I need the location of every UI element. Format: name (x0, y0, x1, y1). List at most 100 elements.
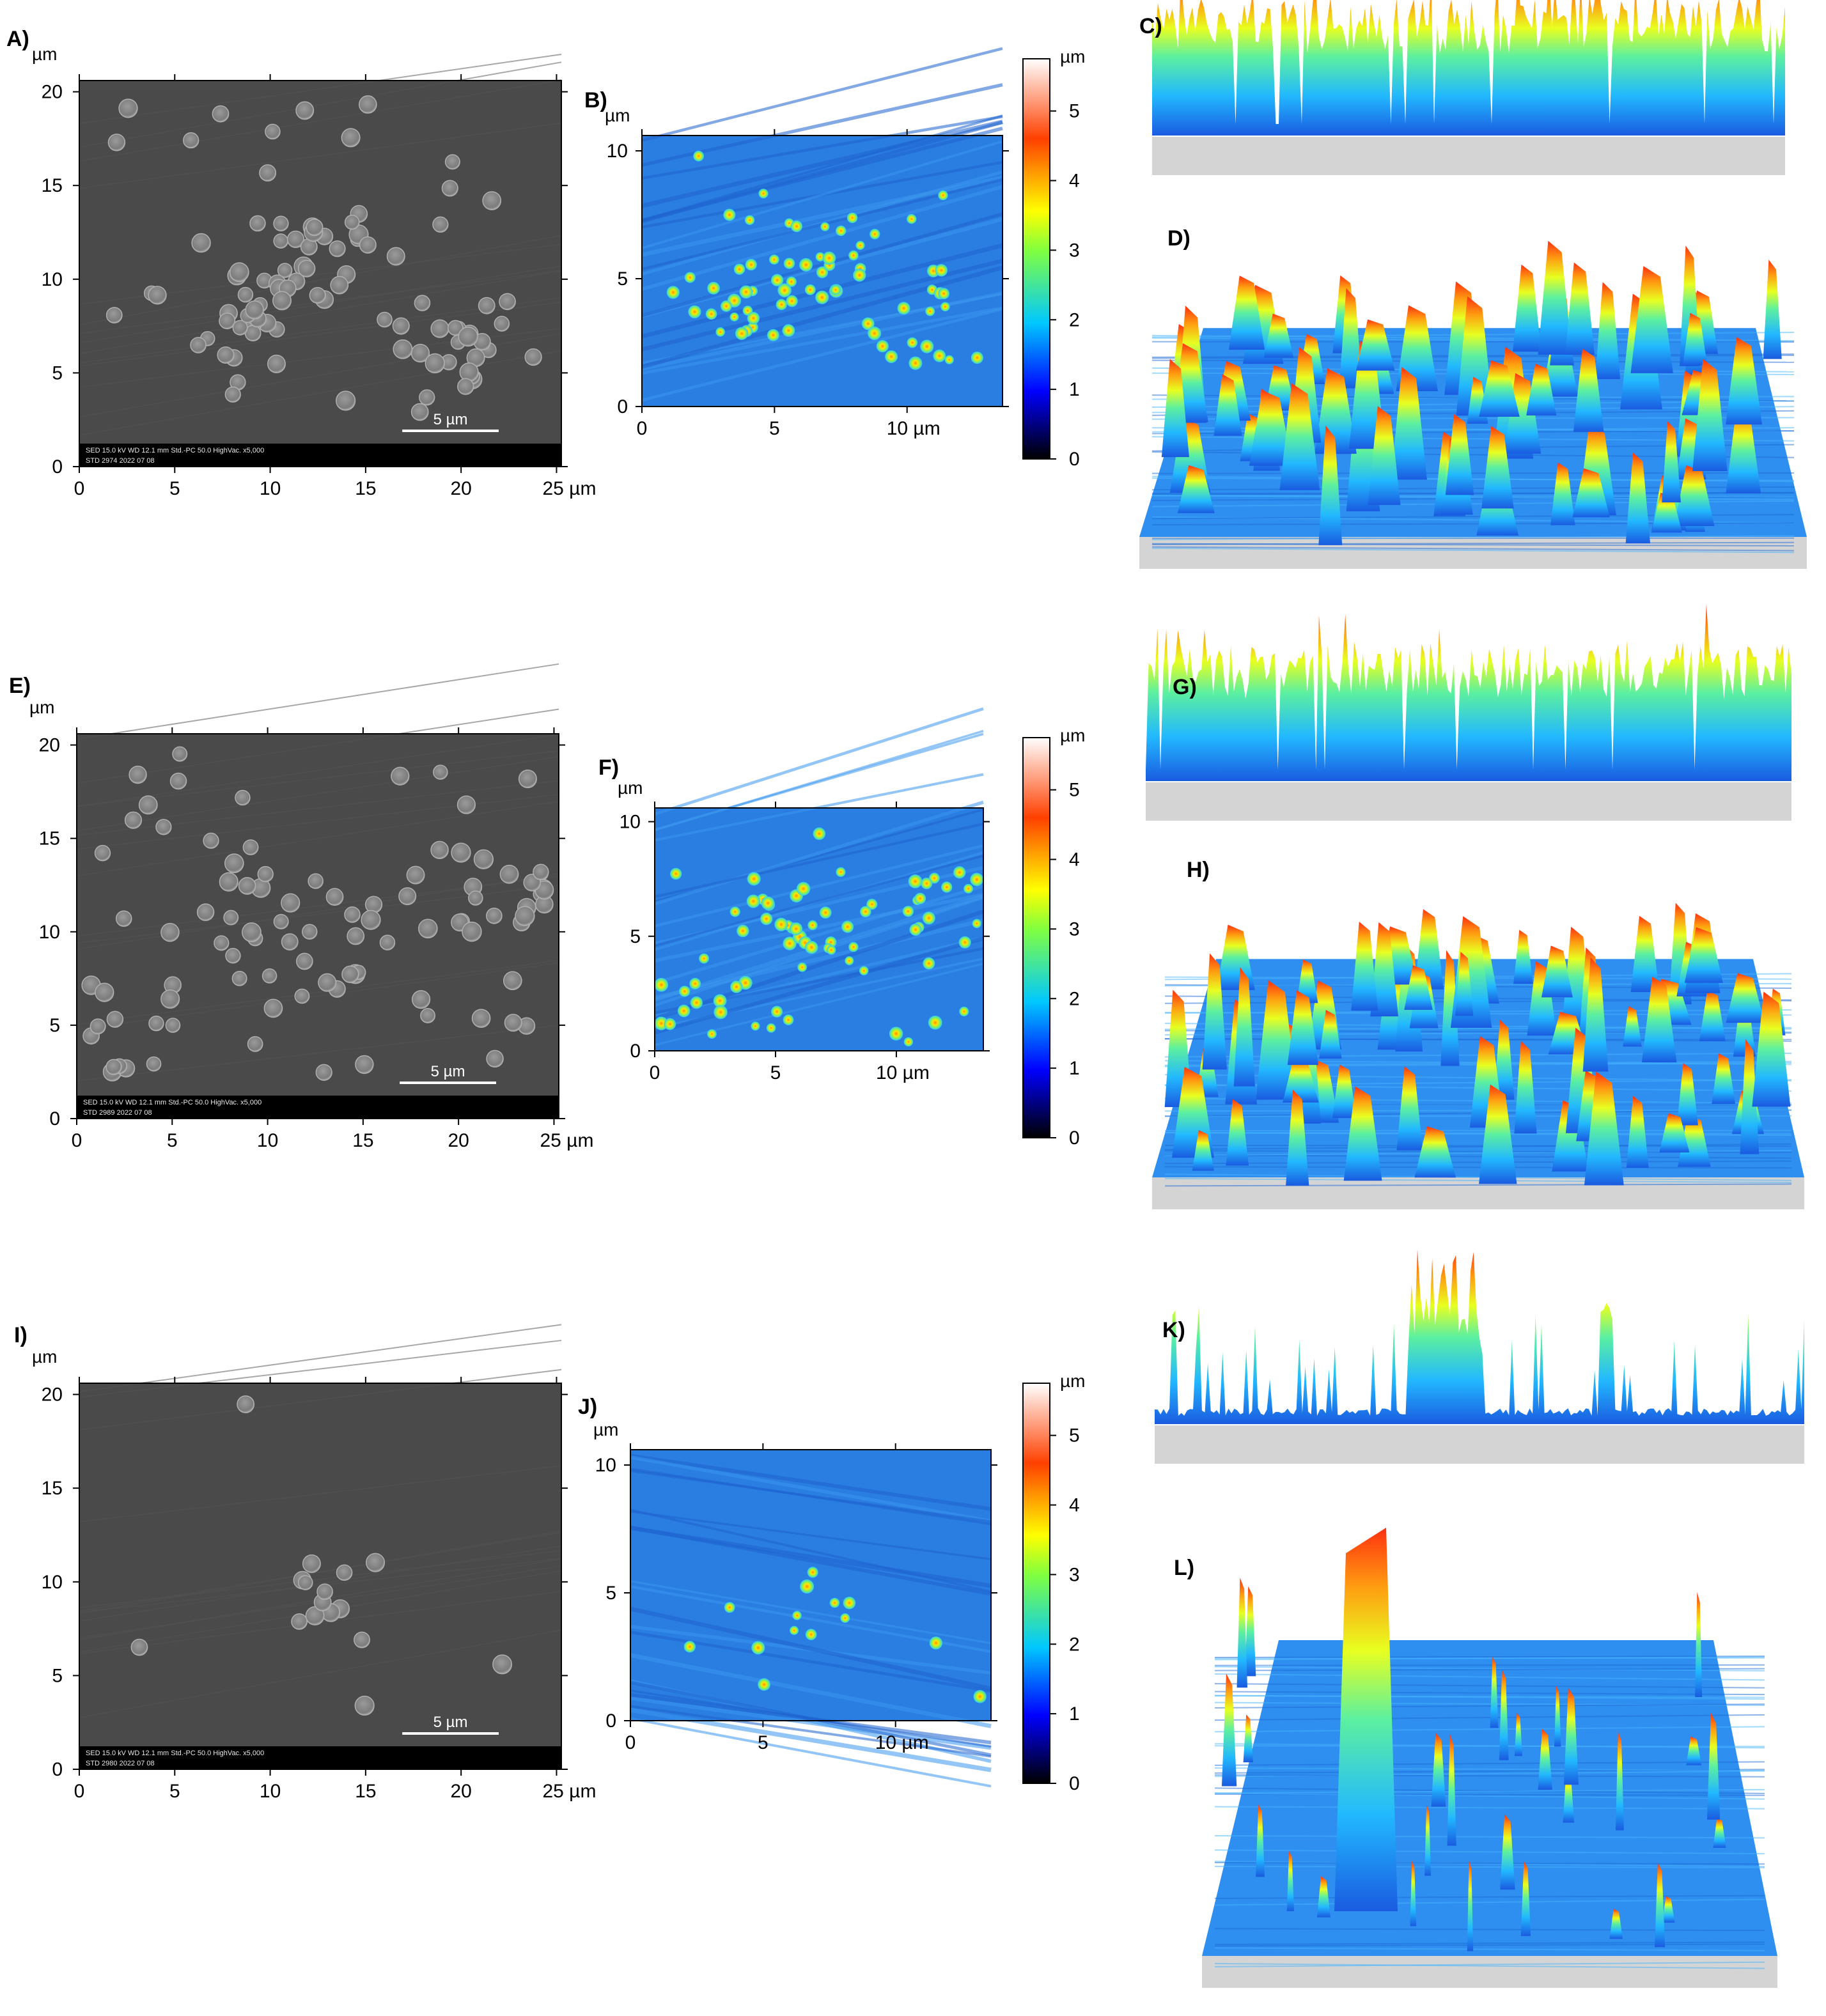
sem-scratch (79, 270, 562, 355)
surface-peak (1662, 1896, 1675, 1923)
sem-info-bar (77, 1096, 559, 1119)
surface-peak (1686, 1736, 1702, 1765)
panel-label-profile: G) (1173, 675, 1197, 699)
afm-particle (739, 285, 753, 299)
afm-particle (737, 924, 749, 938)
surface-peak (1695, 1592, 1703, 1697)
afm-y-unit: µm (618, 778, 643, 798)
surface-peak (1351, 922, 1378, 1011)
colorbar-tick-label: 4 (1069, 849, 1080, 871)
surface-peak (1161, 359, 1189, 458)
afm-particle (815, 290, 829, 304)
sem-particle (515, 906, 535, 926)
sem-particle (286, 230, 305, 249)
afm-scratch (641, 212, 1003, 318)
afm-particle (848, 250, 859, 261)
sem-x-tick-label: 10 (260, 478, 281, 499)
afm-particle (677, 1004, 691, 1018)
afm-particle (721, 300, 732, 312)
afm-particle (921, 878, 933, 890)
panel-label-profile: C) (1139, 14, 1162, 38)
colorbar: 0 1 2 3 4 5 µm (1022, 725, 1085, 1149)
colorbar-gradient (1022, 737, 1050, 1138)
sem-x-tick-label: 5 (167, 1130, 178, 1151)
sem-particle (148, 286, 167, 305)
colorbar-tick-label: 2 (1069, 1634, 1080, 1655)
sem-info-bar (79, 1746, 561, 1769)
afm-particle (940, 302, 950, 312)
surface-peak (1221, 1673, 1237, 1787)
surface-peak (1541, 945, 1573, 998)
afm-scratch (641, 83, 1003, 167)
afm-particle (805, 940, 818, 954)
sem-scratch (79, 1324, 562, 1393)
surface-streak (1214, 1668, 1765, 1671)
afm-particle (735, 327, 749, 340)
afm-particle (848, 942, 859, 952)
sem-scratch (79, 1629, 562, 1719)
sem-particle (306, 219, 324, 236)
sem-particle (281, 893, 300, 913)
surface-peak (1712, 1053, 1736, 1105)
surface-streak (1164, 1166, 1792, 1169)
afm-particle (941, 881, 953, 893)
afm-particle (713, 994, 727, 1008)
afm-particle (744, 215, 755, 226)
sem-x-tick-label: 25 µm (542, 1781, 596, 1802)
sem-particle (217, 346, 235, 364)
sem-y-tick-label: 10 (42, 1572, 63, 1593)
surface-streak (1214, 1703, 1765, 1709)
afm-scratch (654, 823, 984, 898)
surface-peak (1514, 1712, 1523, 1756)
sem-particle (432, 216, 449, 233)
afm-particle (751, 1021, 760, 1031)
sem-particle (355, 1055, 374, 1074)
afm-particle (758, 189, 769, 199)
sem-particle (309, 286, 326, 304)
sem-particle (411, 990, 431, 1009)
surface-peak (1192, 1130, 1214, 1171)
sem-particle (492, 1654, 513, 1675)
sem-particle (482, 191, 502, 210)
surface-peak (1692, 359, 1728, 472)
sem-scratch (79, 235, 562, 326)
surface-peak (1641, 977, 1677, 1063)
sem-particle (219, 872, 238, 892)
afm-particle (797, 962, 808, 972)
surface-peak (1481, 426, 1514, 509)
surface-peak (1318, 425, 1343, 545)
sem-particle (377, 311, 393, 328)
sem-particle (316, 1583, 333, 1601)
surface-streak (1214, 1898, 1765, 1906)
sem-particle (441, 180, 458, 197)
afm-particle (807, 1567, 818, 1578)
afm-particle (800, 1579, 815, 1593)
colorbar-unit: µm (1060, 1371, 1085, 1391)
sem-scratch (79, 79, 562, 162)
sem-particle (398, 887, 417, 906)
afm-particle (971, 352, 983, 364)
sem-info-text: STD 2980 2022 07 08 (86, 1760, 155, 1767)
afm-particle (870, 229, 880, 240)
sem-scalebar-label: 5 µm (433, 411, 468, 428)
afm-particle (786, 276, 797, 287)
sem-particle (393, 339, 413, 359)
sem-scratch (76, 733, 559, 807)
surface-streak (1214, 1656, 1765, 1661)
afm-particle (782, 324, 795, 337)
colorbar-tick-label: 2 (1069, 988, 1080, 1009)
afm-scratch (641, 47, 1003, 142)
afm-particle (683, 1641, 696, 1653)
panel-row-1: SED 15.0 kV WD 12.1 mm Std.-PC 50.0 High… (6, 0, 1807, 569)
afm-particle (973, 1690, 987, 1703)
sem-y-tick-label: 0 (52, 1759, 63, 1780)
sem-scratch (76, 793, 559, 850)
afm-y-tick-label: 5 (605, 1583, 616, 1604)
surface-streak (1214, 1691, 1765, 1696)
surface-streak (1214, 1743, 1765, 1749)
afm-frame (654, 807, 984, 1051)
surface-streak (1214, 1767, 1765, 1771)
colorbar-tick-label: 1 (1069, 379, 1080, 400)
surface-streak (1214, 1673, 1765, 1681)
sem-x-tick-label: 20 (448, 1130, 469, 1151)
